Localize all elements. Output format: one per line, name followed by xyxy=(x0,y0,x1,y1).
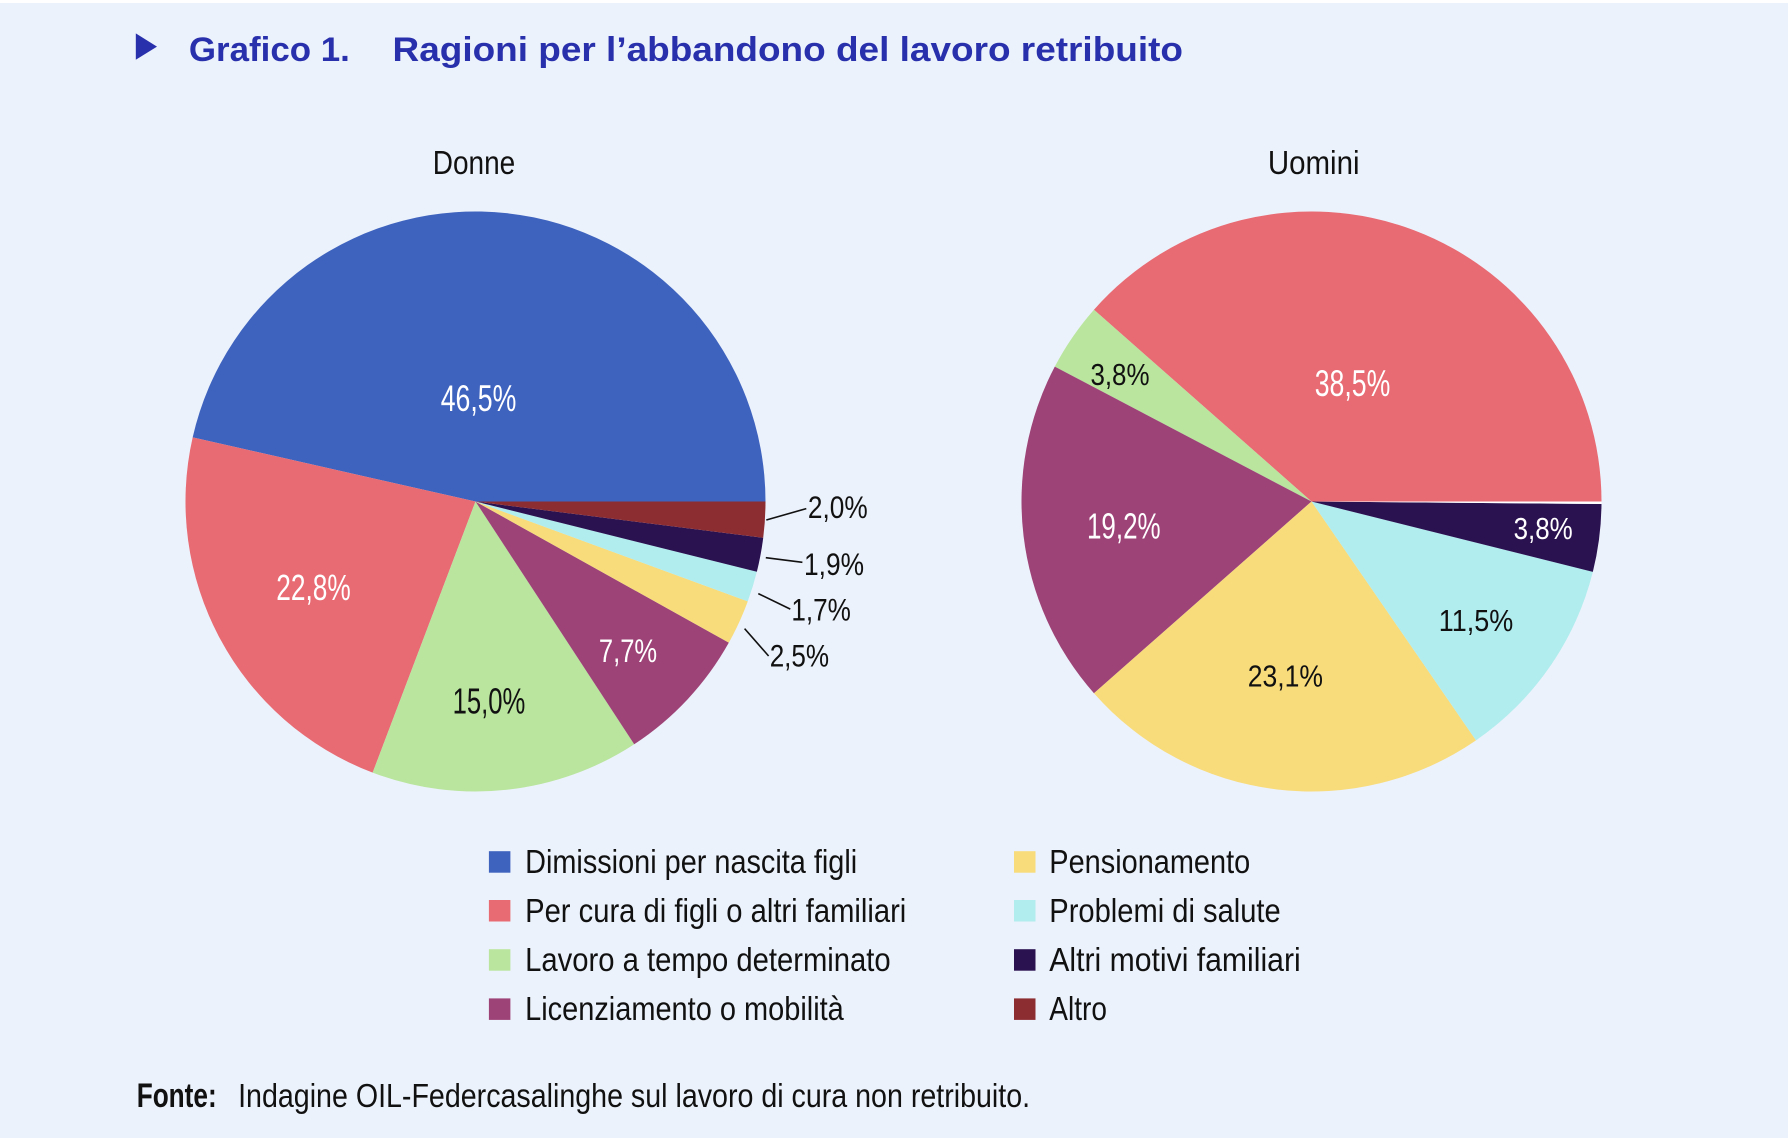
svg-text:Altri motivi familiari: Altri motivi familiari xyxy=(1049,941,1300,978)
svg-text:Problemi di salute: Problemi di salute xyxy=(1049,892,1280,929)
svg-text:Grafico 1.: Grafico 1. xyxy=(189,31,350,69)
svg-text:Licenziamento o mobilità: Licenziamento o mobilità xyxy=(525,990,844,1027)
svg-text:7,7%: 7,7% xyxy=(599,633,657,669)
svg-text:23,1%: 23,1% xyxy=(1248,658,1323,693)
svg-text:Lavoro a tempo determinato: Lavoro a tempo determinato xyxy=(525,941,891,978)
svg-text:Per cura di figli o altri fami: Per cura di figli o altri familiari xyxy=(525,892,906,929)
svg-text:38,5%: 38,5% xyxy=(1315,363,1391,404)
svg-text:2,5%: 2,5% xyxy=(770,637,829,673)
svg-text:2,0%: 2,0% xyxy=(808,489,868,525)
svg-text:3,8%: 3,8% xyxy=(1514,511,1573,546)
svg-text:Donne: Donne xyxy=(433,144,516,181)
svg-text:3,8%: 3,8% xyxy=(1090,357,1149,392)
svg-text:Uomini: Uomini xyxy=(1268,144,1360,181)
svg-text:Ragioni per l’abbandono del la: Ragioni per l’abbandono del lavoro retri… xyxy=(393,31,1184,69)
svg-text:Fonte:: Fonte: xyxy=(137,1077,217,1115)
svg-text:19,2%: 19,2% xyxy=(1087,506,1161,547)
svg-text:11,5%: 11,5% xyxy=(1439,603,1514,638)
svg-text:Altro: Altro xyxy=(1049,990,1107,1027)
svg-text:1,7%: 1,7% xyxy=(791,592,851,628)
svg-text:15,0%: 15,0% xyxy=(453,680,526,721)
svg-text:22,8%: 22,8% xyxy=(276,567,351,608)
svg-text:46,5%: 46,5% xyxy=(441,378,517,419)
svg-text:Indagine OIL-Federcasalinghe s: Indagine OIL-Federcasalinghe sul lavoro … xyxy=(238,1077,1030,1114)
svg-text:Dimissioni per nascita figli: Dimissioni per nascita figli xyxy=(525,843,857,880)
svg-text:1,9%: 1,9% xyxy=(804,546,864,582)
svg-text:Pensionamento: Pensionamento xyxy=(1049,843,1250,880)
